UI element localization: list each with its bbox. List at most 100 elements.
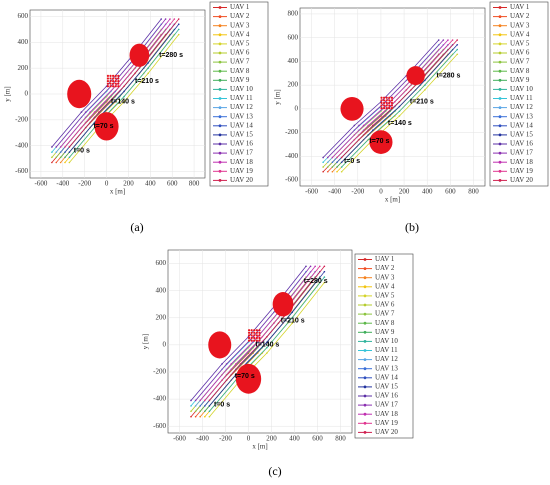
waypoint [204, 399, 206, 402]
waypoint [199, 405, 201, 407]
target-point [255, 329, 258, 332]
legend-label: UAV 6 [510, 49, 530, 57]
waypoint [208, 410, 211, 413]
y-tick-label: 400 [288, 57, 299, 65]
y-tick-label: 200 [288, 81, 299, 89]
x-tick-label: 800 [189, 180, 200, 188]
waypoint [266, 352, 268, 354]
waypoint [204, 415, 206, 418]
waypoint [372, 124, 374, 127]
legend-label: UAV 16 [230, 140, 253, 148]
waypoint [147, 72, 149, 75]
y-tick-label: 800 [288, 10, 299, 18]
target-point [250, 329, 253, 332]
waypoint [194, 405, 197, 407]
legend-label: UAV 9 [230, 76, 250, 84]
legend-marker [363, 403, 367, 407]
waypoint [51, 156, 53, 159]
target-point [247, 331, 251, 334]
legend-marker [218, 106, 222, 109]
waypoint [362, 124, 365, 127]
time-annotation: t=280 s [159, 52, 183, 59]
legend-marker [498, 151, 502, 155]
legend-label: UAV 14 [230, 121, 253, 129]
legend-marker [363, 367, 367, 371]
waypoint [204, 405, 206, 407]
target-point [388, 96, 391, 99]
y-tick-label: -600 [153, 422, 166, 430]
legend-label: UAV 17 [510, 149, 533, 157]
waypoint [190, 405, 192, 407]
target-point [117, 82, 120, 85]
waypoint [89, 111, 91, 113]
waypoint [59, 146, 62, 148]
target-point [385, 99, 388, 102]
x-axis-label: x [m] [385, 196, 400, 204]
waypoint [322, 166, 324, 168]
waypoint [239, 363, 242, 365]
legend-label: UAV 3 [510, 21, 530, 29]
target-point [383, 104, 386, 107]
legend-label: UAV 5 [510, 40, 530, 48]
target-point [253, 334, 256, 337]
time-annotation: t=70 s [235, 373, 255, 380]
waypoint [336, 166, 338, 168]
legend-marker [363, 276, 367, 280]
waypoint [456, 39, 459, 41]
legend-marker [498, 15, 502, 18]
waypoint [353, 124, 356, 127]
target-point [255, 331, 258, 334]
legend-box [354, 253, 414, 439]
target-point [385, 104, 388, 107]
waypoint [372, 129, 374, 132]
waypoint [55, 146, 58, 148]
obstacle [235, 363, 262, 394]
x-axis-label: x [m] [110, 188, 125, 196]
legend-label: UAV 2 [230, 12, 250, 20]
x-axis-label: x [m] [252, 443, 267, 451]
legend-marker [498, 88, 502, 91]
waypoint [235, 363, 237, 365]
target-point [114, 82, 117, 85]
waypoint [147, 67, 149, 69]
legend-marker [218, 88, 222, 91]
waypoint [323, 281, 326, 284]
waypoint [64, 161, 66, 164]
waypoint [252, 335, 254, 338]
legend-label: UAV 7 [375, 310, 395, 318]
target-point [253, 339, 256, 342]
waypoint [64, 156, 66, 159]
legend-label: UAV 15 [375, 383, 398, 391]
legend-label: UAV 18 [510, 158, 533, 166]
waypoint [51, 146, 53, 148]
waypoint [164, 18, 167, 20]
y-tick-label: 0 [25, 90, 29, 98]
waypoint [123, 90, 125, 93]
target-point [117, 74, 120, 77]
waypoint [326, 166, 329, 168]
x-tick-label: 0 [105, 180, 109, 188]
waypoint [68, 146, 71, 148]
target-point [247, 329, 251, 332]
y-tick-label: 600 [156, 259, 167, 267]
y-tick-label: 0 [163, 340, 167, 348]
target-point [250, 339, 253, 342]
legend-label: UAV 4 [230, 30, 250, 38]
time-annotation: t=210 s [410, 99, 434, 106]
target-point [112, 85, 115, 88]
waypoint [323, 270, 326, 273]
legend-marker [363, 312, 367, 316]
waypoint [424, 79, 426, 82]
waypoint [331, 161, 334, 164]
obstacle [94, 112, 119, 141]
legend-marker [218, 6, 222, 9]
target-point [380, 96, 383, 99]
waypoint [398, 100, 401, 103]
legend-label: UAV 6 [375, 301, 395, 309]
target-point [380, 104, 383, 107]
caption: (a) [130, 220, 143, 234]
legend-marker [498, 133, 502, 137]
waypoint [323, 265, 326, 268]
legend-marker [363, 330, 367, 334]
waypoint [358, 124, 360, 127]
